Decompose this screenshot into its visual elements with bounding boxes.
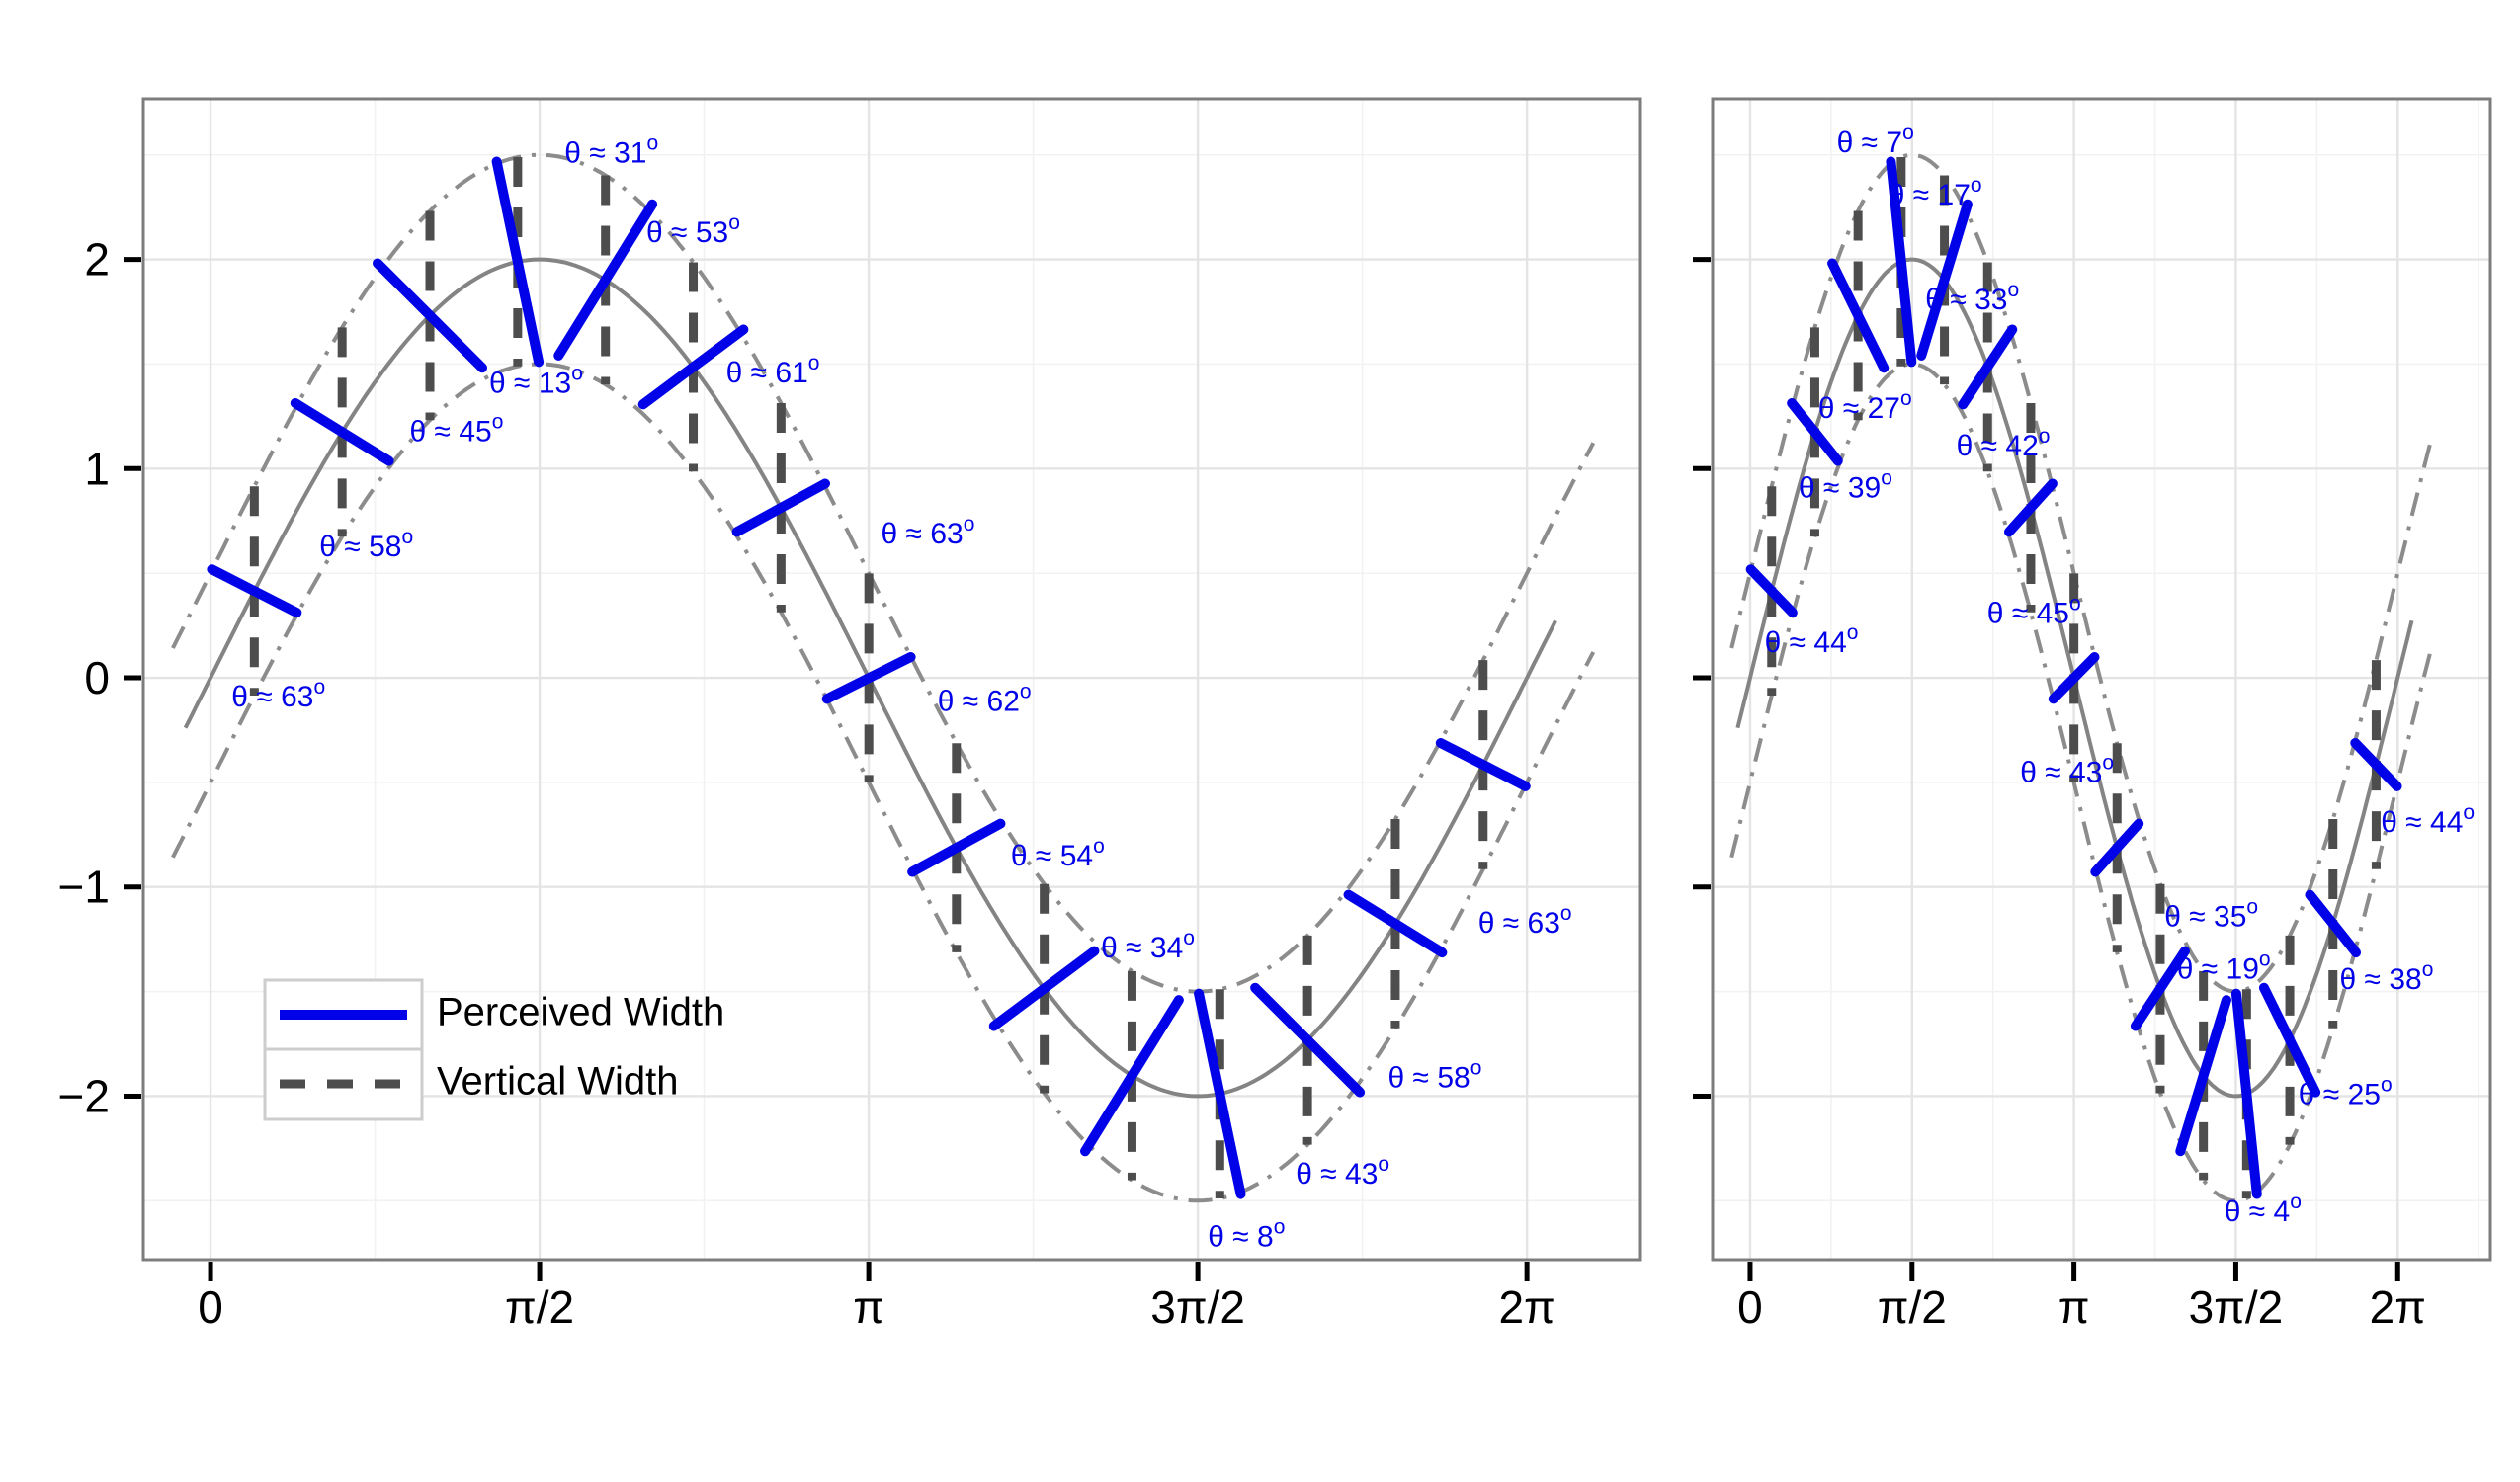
perceived-width-segment [1343,889,1448,958]
legend-label: Vertical Width [437,1060,679,1104]
angle-annotation: θ ≈ 61o [726,352,820,389]
perceived-width-segment [1916,199,1973,361]
angle-annotation: θ ≈ 44o [1765,621,1859,659]
x-tick-label: 0 [198,1281,223,1333]
perceived-width-segment [207,564,302,618]
angle-annotation: θ ≈ 45o [410,410,504,448]
perceived-width-segment [2048,652,2100,704]
perceived-width-segment [731,478,830,537]
perceived-width-segment [821,652,916,704]
perceived-width-segment [1080,995,1184,1157]
y-tick-label: −1 [58,862,110,913]
angle-annotation: θ ≈ 4o [2225,1191,2302,1228]
perceived-width-segment [2090,818,2144,877]
angle-annotation: θ ≈ 54o [1011,835,1105,872]
perceived-width-segment [1250,982,1366,1098]
perceived-width-segment [553,199,658,361]
perceived-width-segment [2130,946,2190,1031]
x-tick-label: 0 [1737,1281,1763,1333]
y-tick-label: 1 [84,443,110,494]
left-plot-panel: θ ≈ 63o θ ≈ 58o θ ≈ 45o θ ≈ 13o θ ≈ 31o θ ≈ 5… [58,97,1642,1333]
angle-annotation: θ ≈ 43o [2020,751,2114,788]
perceived-width-segment [1194,988,1246,1199]
angle-annotation: θ ≈ 62o [938,680,1032,717]
angle-annotation: θ ≈ 38o [2340,958,2434,996]
perceived-width-segment [1827,258,1890,373]
angle-annotation: θ ≈ 58o [319,525,413,562]
angle-annotation: θ ≈ 53o [646,211,740,249]
angle-annotation: θ ≈ 35o [2164,895,2258,933]
angle-annotation: θ ≈ 8o [1208,1215,1285,1253]
x-tick-label: π [853,1281,884,1333]
perceived-width-segment [2003,478,2058,537]
x-tick-label: 2π [1498,1281,1554,1333]
angle-annotation: θ ≈ 63o [231,676,325,713]
right-plot-panel: θ ≈ 44o θ ≈ 39o θ ≈ 27o θ ≈ 7o θ ≈ 17o θ ≈ 33… [1693,97,2492,1333]
perceived-width-segment [373,258,488,373]
perceived-width-segment [2258,982,2321,1098]
upper-envelope-curve [171,152,1596,994]
angle-annotation: θ ≈ 42o [1957,425,2051,462]
perceived-width-segment [988,946,1100,1031]
angle-annotation: θ ≈ 45o [1987,592,2081,629]
x-tick-label: π/2 [1878,1281,1947,1333]
perceived-width-segment [1745,564,1798,618]
perceived-width-segment [907,818,1006,877]
legend-label: Perceived Width [437,991,724,1034]
angle-annotation: θ ≈ 43o [1296,1152,1389,1190]
x-tick-label: 3π/2 [2189,1281,2284,1333]
perceived-width-segment [2305,889,2362,958]
x-tick-label: 2π [2370,1281,2426,1333]
angle-annotation: θ ≈ 58o [1388,1056,1482,1094]
upper-envelope-curve [1729,152,2433,994]
perceived-width-segment [637,324,749,410]
angle-annotation: θ ≈ 33o [1925,278,2019,315]
angle-annotation: θ ≈ 13o [489,362,583,399]
y-tick-label: −2 [58,1070,110,1121]
y-tick-label: 0 [84,652,110,703]
legend: Perceived Width Vertical Width [263,978,724,1121]
angle-annotation: θ ≈ 17o [1889,174,1982,211]
perceived-width-segment [1435,738,1531,791]
angle-annotation: θ ≈ 63o [882,513,975,550]
perceived-width-segment [2230,988,2262,1199]
perceived-width-segment [491,156,545,368]
x-tick-label: π/2 [505,1281,574,1333]
angle-annotation: θ ≈ 25o [2299,1073,2393,1111]
perceived-width-segment [1886,156,1917,368]
perceived-width-segment [2350,738,2402,791]
angle-annotation: θ ≈ 34o [1101,927,1195,964]
angle-annotation: θ ≈ 27o [1818,387,1912,425]
angle-annotation: θ ≈ 44o [2381,801,2475,839]
angle-annotation: θ ≈ 19o [2177,947,2271,985]
perceived-width-segment [290,397,394,466]
perceived-width-segment [1787,397,1843,466]
angle-annotation: θ ≈ 63o [1478,901,1572,939]
y-tick-label: 2 [84,234,110,286]
angle-annotation: θ ≈ 31o [564,131,658,169]
angle-annotation: θ ≈ 7o [1837,122,1914,159]
perceived-width-segment [2175,995,2231,1157]
panel-border [141,97,1642,1262]
x-tick-label: π [2058,1281,2090,1333]
x-tick-label: 3π/2 [1150,1281,1245,1333]
perceived-width-segment [1958,324,2018,410]
angle-annotation: θ ≈ 39o [1799,466,1892,504]
panel-border [1711,97,2492,1262]
